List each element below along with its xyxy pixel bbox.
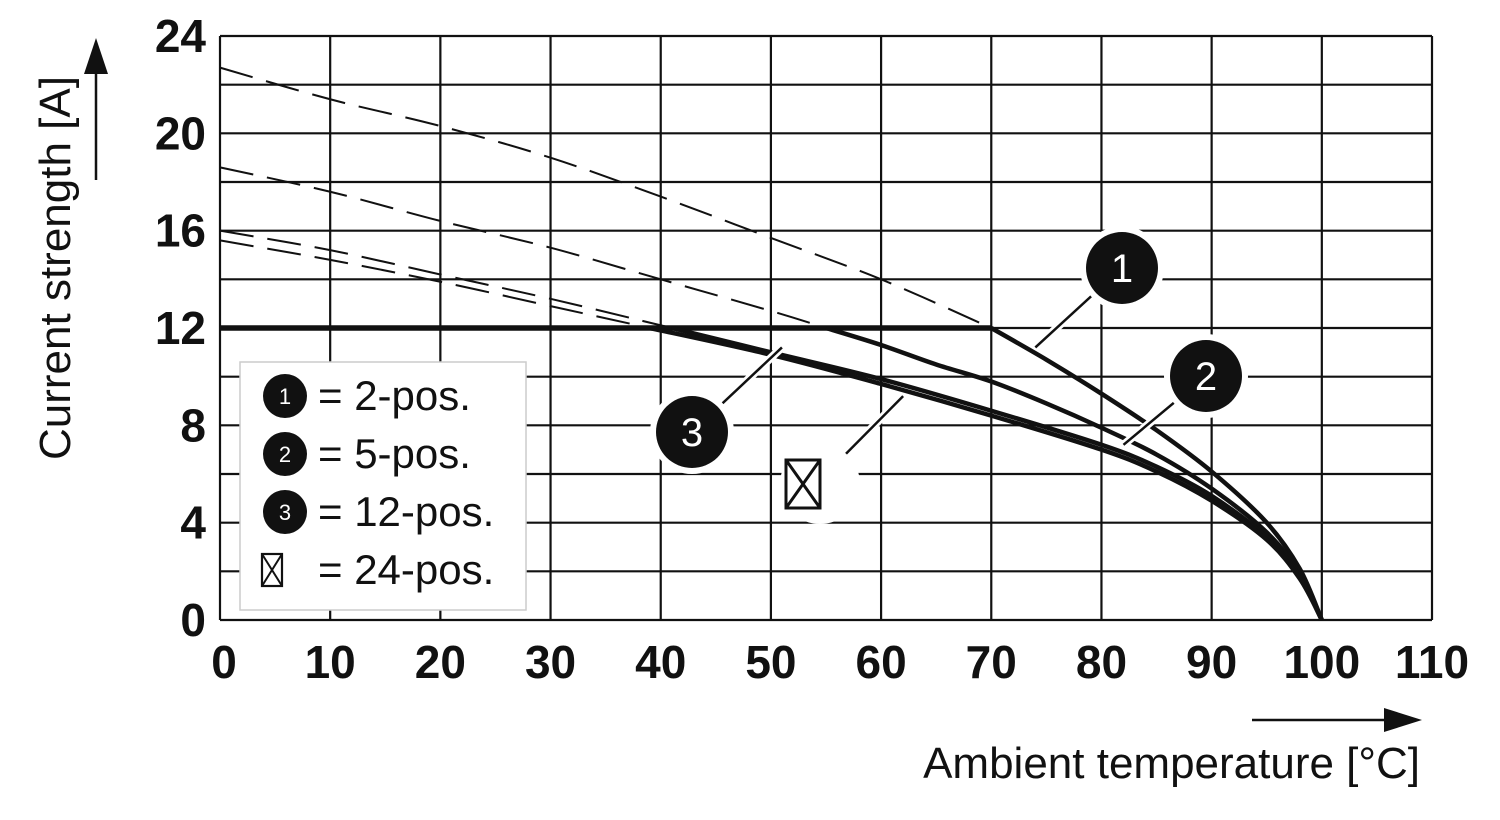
y-tick-label: 20 xyxy=(155,107,206,159)
y-tick-label: 4 xyxy=(180,497,206,549)
x-tick-label: 50 xyxy=(745,636,796,688)
grid xyxy=(218,34,1434,622)
legend-symbol xyxy=(263,374,307,418)
dashed-curve xyxy=(219,239,650,329)
x-tick-label: 110 xyxy=(1395,636,1469,688)
y-axis-arrow-head xyxy=(84,38,108,74)
axis-labels: Ambient temperature [°C] Current strengt… xyxy=(31,76,1420,788)
dashed-curve xyxy=(219,66,992,329)
legend-entry: = 24-pos. xyxy=(318,546,494,593)
x-tick-label: 90 xyxy=(1186,636,1237,688)
marker-number: 2 xyxy=(1195,355,1217,399)
legend-symbol xyxy=(263,490,307,534)
marker-number: 1 xyxy=(1111,247,1133,291)
x-tick-label: 100 xyxy=(1283,636,1360,688)
legend-entry: = 12-pos. xyxy=(318,488,494,535)
x-axis-arrow-head xyxy=(1384,708,1422,732)
legend-symbol xyxy=(263,432,307,476)
legend-entry: = 5-pos. xyxy=(318,430,471,477)
marker-circle xyxy=(1170,340,1242,412)
legend-symbol-number: 1 xyxy=(279,384,291,409)
y-axis-label: Current strength [A] xyxy=(31,76,80,460)
x-tick-label: 80 xyxy=(1076,636,1127,688)
legend-symbol-cross xyxy=(261,553,283,587)
marker-24pos-cross xyxy=(784,459,822,509)
curves xyxy=(219,66,1324,622)
x-axis-label: Ambient temperature [°C] xyxy=(923,739,1420,788)
x-tick-label: 20 xyxy=(415,636,466,688)
y-tick-label: 16 xyxy=(155,205,206,257)
legend-symbol-number: 2 xyxy=(279,442,291,467)
x-tick-label: 10 xyxy=(305,636,356,688)
y-tick-label: 12 xyxy=(155,302,206,354)
solid-curve xyxy=(990,326,1324,621)
legend: 1 = 2-pos. 2 = 5-pos. 3 = 12-pos. = 24-pos. xyxy=(239,361,527,611)
x-tick-label: 0 xyxy=(211,636,237,688)
solid-curve xyxy=(649,325,1324,622)
x-tick-label: 40 xyxy=(635,636,686,688)
marker-number: 3 xyxy=(681,411,703,455)
y-tick-label: 0 xyxy=(180,594,206,646)
marker-circle xyxy=(656,396,728,468)
y-tick-label: 8 xyxy=(180,399,206,451)
legend-entry: = 2-pos. xyxy=(318,372,471,419)
solid-curve xyxy=(825,325,1324,621)
y-tick-label: 24 xyxy=(155,10,207,62)
marker-circle xyxy=(1086,232,1158,304)
dashed-curve xyxy=(219,229,672,329)
dashed-curve xyxy=(219,166,827,329)
x-tick-label: 70 xyxy=(966,636,1017,688)
axis-arrows xyxy=(84,38,1422,732)
x-tick-label: 60 xyxy=(856,636,907,688)
legend-symbol-number: 3 xyxy=(279,500,291,525)
x-tick-label: 30 xyxy=(525,636,576,688)
curve-markers: 1 2 3 xyxy=(650,226,1248,524)
